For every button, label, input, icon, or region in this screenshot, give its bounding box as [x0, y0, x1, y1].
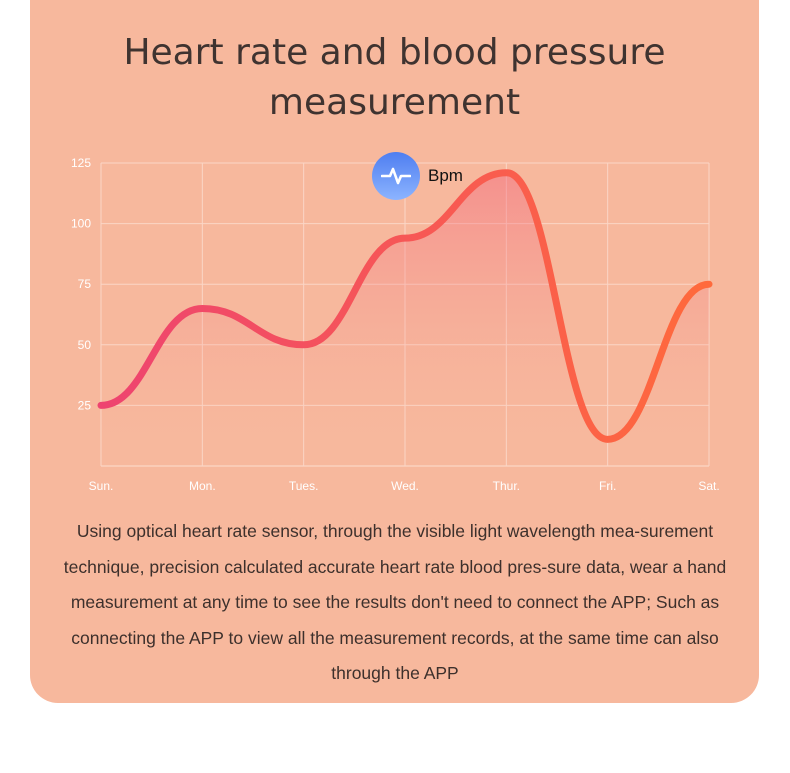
- description-text: Using optical heart rate sensor, through…: [63, 521, 727, 683]
- page-title: Heart rate and blood pressure measuremen…: [123, 32, 666, 123]
- y-tick-label: 125: [71, 156, 91, 170]
- y-tick-label: 75: [78, 277, 92, 291]
- series-area: [101, 172, 709, 467]
- y-tick-label: 50: [78, 338, 92, 352]
- x-tick-label: Fri.: [599, 479, 616, 493]
- x-tick-label: Mon.: [189, 479, 216, 493]
- legend: Bpm: [372, 152, 463, 200]
- x-tick-label: Thur.: [493, 479, 520, 493]
- x-tick-label: Tues.: [289, 479, 319, 493]
- x-tick-label: Wed.: [391, 479, 419, 493]
- series-line-bpm: [97, 169, 713, 443]
- x-tick-label: Sat.: [698, 479, 719, 493]
- x-tick-label: Sun.: [89, 479, 114, 493]
- heartbeat-icon: [372, 152, 420, 200]
- y-tick-label: 25: [78, 398, 92, 412]
- y-tick-label: 100: [71, 217, 91, 231]
- legend-label: Bpm: [428, 166, 463, 185]
